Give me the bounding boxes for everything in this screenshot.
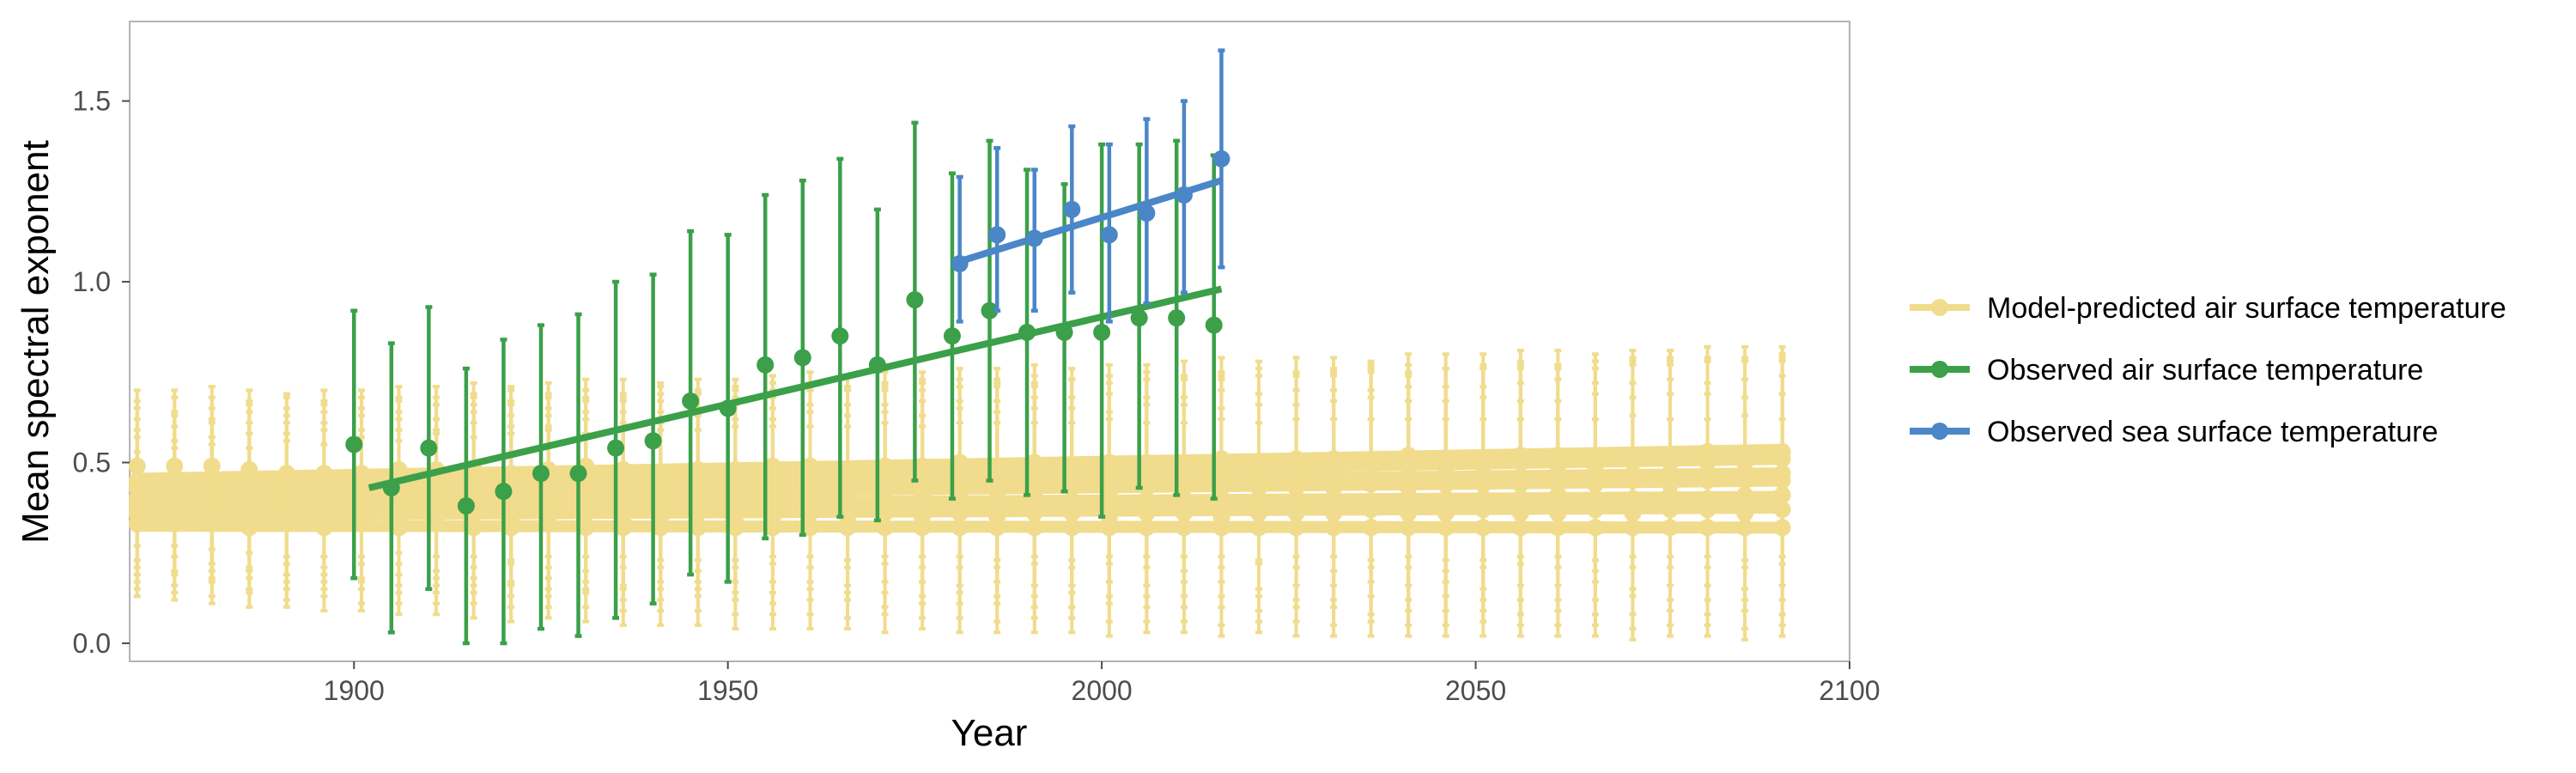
observed-air-point [719,399,737,417]
observed-air-point [682,392,700,410]
observed-sea-layer [951,48,1230,324]
observed-sea-point [988,226,1006,244]
observed-sea-point [1212,149,1230,167]
legend-label: Observed sea surface temperature [1987,416,2438,448]
x-tick-label: 2050 [1445,675,1506,706]
x-tick-label: 1950 [697,675,758,706]
y-axis: 0.0 0.5 1.0 1.5 [73,86,130,659]
observed-air-point [644,432,662,450]
y-tick-label: 0.5 [73,447,111,478]
observed-air-point [569,465,587,483]
y-tick-label: 0.0 [73,628,111,659]
observed-air-point [1055,323,1073,341]
x-tick-label: 2100 [1819,675,1880,706]
observed-sea-point [1063,200,1081,218]
observed-air-point [345,435,363,453]
observed-air-point [793,349,811,367]
legend: Model-predicted air surface temperature O… [1910,292,2506,448]
observed-air-point [1018,323,1036,341]
legend-key-point [1931,299,1948,316]
model-trend-line [137,520,1783,534]
y-tick-label: 1.0 [73,266,111,297]
observed-air-point [756,356,775,374]
y-axis-title: Mean spectral exponent [15,140,57,544]
observed-air-trend-line [368,285,1223,491]
y-tick-label: 1.5 [73,86,111,117]
legend-key-point [1931,423,1948,440]
x-axis: 1900 1950 2000 2050 2100 [324,661,1880,706]
observed-sea-point [1138,204,1156,222]
observed-air-point [607,439,625,457]
observed-sea-point [1175,186,1193,204]
observed-air-point [532,465,550,483]
observed-air-point [906,291,924,309]
legend-label: Model-predicted air surface temperature [1987,292,2506,325]
observed-air-point [1205,316,1223,334]
observed-air-point [382,478,400,496]
observed-air-point [420,439,438,457]
x-axis-title: Year [951,712,1028,754]
observed-air-point [1130,309,1148,327]
observed-sea-point [1025,229,1043,247]
observed-air-point [981,301,999,320]
observed-sea-point [951,255,969,273]
observed-air-point [831,327,849,345]
observed-air-point [868,356,886,374]
observed-air-point [457,497,475,515]
observed-air-point [495,483,513,501]
observed-air-point [1168,309,1186,327]
x-tick-label: 1900 [324,675,385,706]
legend-label: Observed air surface temperature [1987,354,2423,386]
observed-air-point [1093,323,1111,341]
observed-air-point [943,327,961,345]
model-layer [128,344,1791,642]
x-tick-label: 2000 [1072,675,1133,706]
observed-sea-point [1100,226,1118,244]
legend-key-point [1931,361,1948,378]
observed-air-layer [345,120,1223,646]
